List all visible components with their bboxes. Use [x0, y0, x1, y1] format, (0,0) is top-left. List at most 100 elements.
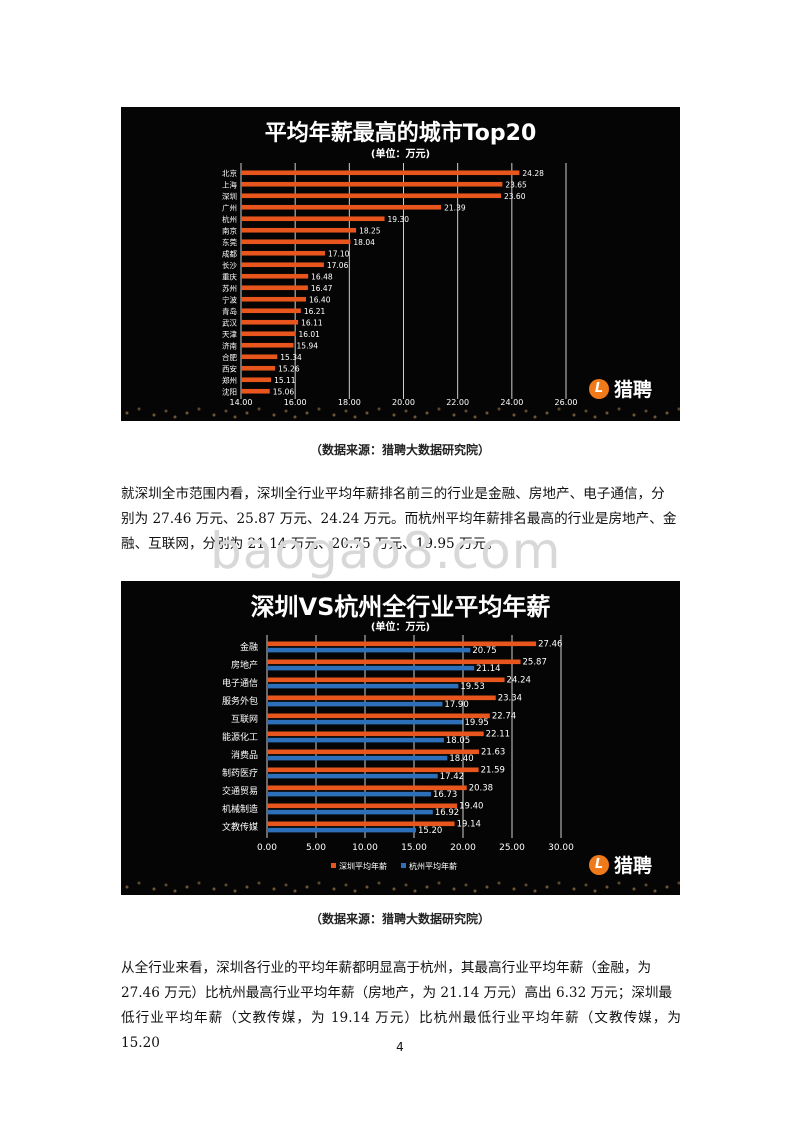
bar	[241, 250, 325, 256]
bar-hangzhou	[267, 719, 463, 725]
data-label: 21.39	[444, 203, 466, 212]
bar	[241, 285, 308, 291]
data-label: 16.21	[304, 307, 326, 316]
paragraph-line: 融、互联网，分别为 21.14 万元、20.75 万元、19.95 万元。	[121, 536, 500, 552]
data-label: 19.53	[460, 682, 484, 692]
bar-hangzhou	[267, 665, 475, 671]
bar	[241, 273, 309, 279]
liepin-logo: L 猎聘	[589, 375, 652, 402]
data-label: 18.25	[359, 226, 381, 235]
paragraph-line: 低行业平均年薪（文教传媒，为 19.14 万元）比杭州最低行业平均年薪（文教传媒…	[121, 1010, 681, 1051]
x-tick-label: 16.00	[284, 398, 307, 407]
bar-shenzhen	[267, 731, 484, 737]
liepin-logo-icon: L	[589, 378, 609, 399]
bar-shenzhen	[267, 749, 479, 755]
bar-shenzhen	[267, 803, 458, 809]
category-label: 杭州	[222, 214, 237, 224]
bar-hangzhou	[267, 647, 471, 653]
bar	[241, 181, 503, 187]
category-label: 沈阳	[222, 386, 237, 396]
industry-salary-chart: 深圳VS杭州全行业平均年薪 (单位：万元) 0.00 5.00 10.00 15.00 20…	[121, 581, 680, 895]
data-label: 21.14	[476, 664, 500, 674]
data-label: 15.34	[280, 353, 302, 362]
bar-shenzhen	[267, 767, 479, 773]
data-label: 17.42	[440, 772, 464, 782]
data-label: 23.60	[504, 192, 526, 201]
data-label: 15.20	[418, 826, 442, 836]
category-label: 机械制造	[222, 803, 258, 815]
legend-swatch	[331, 863, 336, 868]
bar	[241, 331, 296, 337]
bar-shenzhen	[267, 713, 490, 719]
city-salary-chart: 平均年薪最高的城市Top20(单位：万元) 14.00 16.00 18.00 20.0…	[121, 107, 680, 421]
data-label: 18.40	[449, 754, 473, 764]
chart2-caption: （数据来源：猎聘大数据研究院）	[309, 912, 490, 926]
x-tick-label: 10.00	[352, 843, 378, 853]
data-label: 16.01	[298, 330, 320, 339]
bar-hangzhou	[267, 737, 444, 743]
data-label: 22.74	[492, 712, 516, 722]
data-label: 16.11	[301, 318, 323, 327]
x-tick-label: 30.00	[548, 843, 574, 853]
data-label: 21.59	[481, 766, 505, 776]
data-label: 23.65	[505, 180, 527, 189]
category-label: 服务外包	[222, 695, 258, 707]
category-label: 长沙	[222, 260, 237, 270]
sparkle-decoration	[121, 855, 680, 895]
category-label: 武汉	[222, 317, 237, 327]
data-label: 22.11	[486, 730, 510, 740]
data-label: 19.40	[459, 802, 483, 812]
category-label: 南京	[222, 225, 237, 235]
page-number: 4	[396, 1040, 404, 1054]
bar	[241, 377, 272, 383]
category-label: 能源化工	[222, 731, 258, 743]
bar-shenzhen	[267, 659, 521, 665]
bar-shenzhen	[267, 641, 537, 647]
data-label: 17.90	[444, 700, 468, 710]
bar-hangzhou	[267, 791, 431, 797]
bar-hangzhou	[267, 755, 448, 761]
category-label: 房地产	[231, 659, 258, 671]
paragraph-2: 从全行业来看，深圳各行业的平均年薪都明显高于杭州，其最高行业平均年薪（金融，为 …	[121, 956, 681, 1056]
bar	[241, 262, 324, 268]
bar-hangzhou	[267, 827, 416, 833]
data-label: 15.94	[297, 341, 319, 350]
data-label: 25.87	[523, 658, 547, 668]
category-label: 青岛	[222, 306, 237, 316]
bar	[241, 227, 357, 233]
category-label: 上海	[222, 179, 237, 189]
industry-salary-chart-svg: 深圳VS杭州全行业平均年薪(单位：万元) 0.00 5.00 10.00 15.00 20…	[222, 593, 574, 871]
data-label: 16.47	[311, 284, 333, 293]
data-label: 16.48	[311, 272, 333, 281]
data-label: 15.06	[273, 387, 295, 396]
data-label: 27.46	[538, 640, 562, 650]
data-label: 16.40	[309, 295, 331, 304]
data-label: 17.06	[327, 261, 349, 270]
x-tick-label: 15.00	[401, 843, 427, 853]
bar	[241, 354, 278, 360]
x-tick-label: 22.00	[446, 398, 469, 407]
paragraph-line: 就深圳全市范围内看，深圳全行业平均年薪排名前三的行业是金融、房地产、电子通信，分	[121, 486, 665, 502]
bar-hangzhou	[267, 773, 438, 779]
x-tick-label: 5.00	[306, 843, 326, 853]
x-tick-label: 20.00	[450, 843, 476, 853]
bar	[241, 365, 276, 371]
bar-shenzhen	[267, 785, 467, 791]
chart-subtitle: (单位：万元)	[371, 620, 430, 633]
x-tick-label: 14.00	[230, 398, 253, 407]
bar	[241, 319, 299, 325]
category-label: 郑州	[222, 375, 237, 385]
sparkle-decoration	[121, 381, 680, 421]
data-label: 19.30	[388, 215, 410, 224]
data-label: 16.73	[433, 790, 457, 800]
category-label: 制药医疗	[222, 767, 258, 779]
category-label: 广州	[222, 202, 237, 212]
paragraph-line: 从全行业来看，深圳各行业的平均年薪都明显高于杭州，其最高行业平均年薪（金融，为	[121, 960, 652, 976]
x-tick-label: 20.00	[392, 398, 415, 407]
liepin-logo-icon: L	[589, 854, 609, 875]
bar-shenzhen	[267, 821, 455, 827]
data-label: 18.05	[446, 736, 470, 746]
data-label: 20.38	[469, 784, 493, 794]
liepin-logo: L 猎聘	[589, 851, 652, 878]
category-label: 济南	[222, 340, 237, 350]
